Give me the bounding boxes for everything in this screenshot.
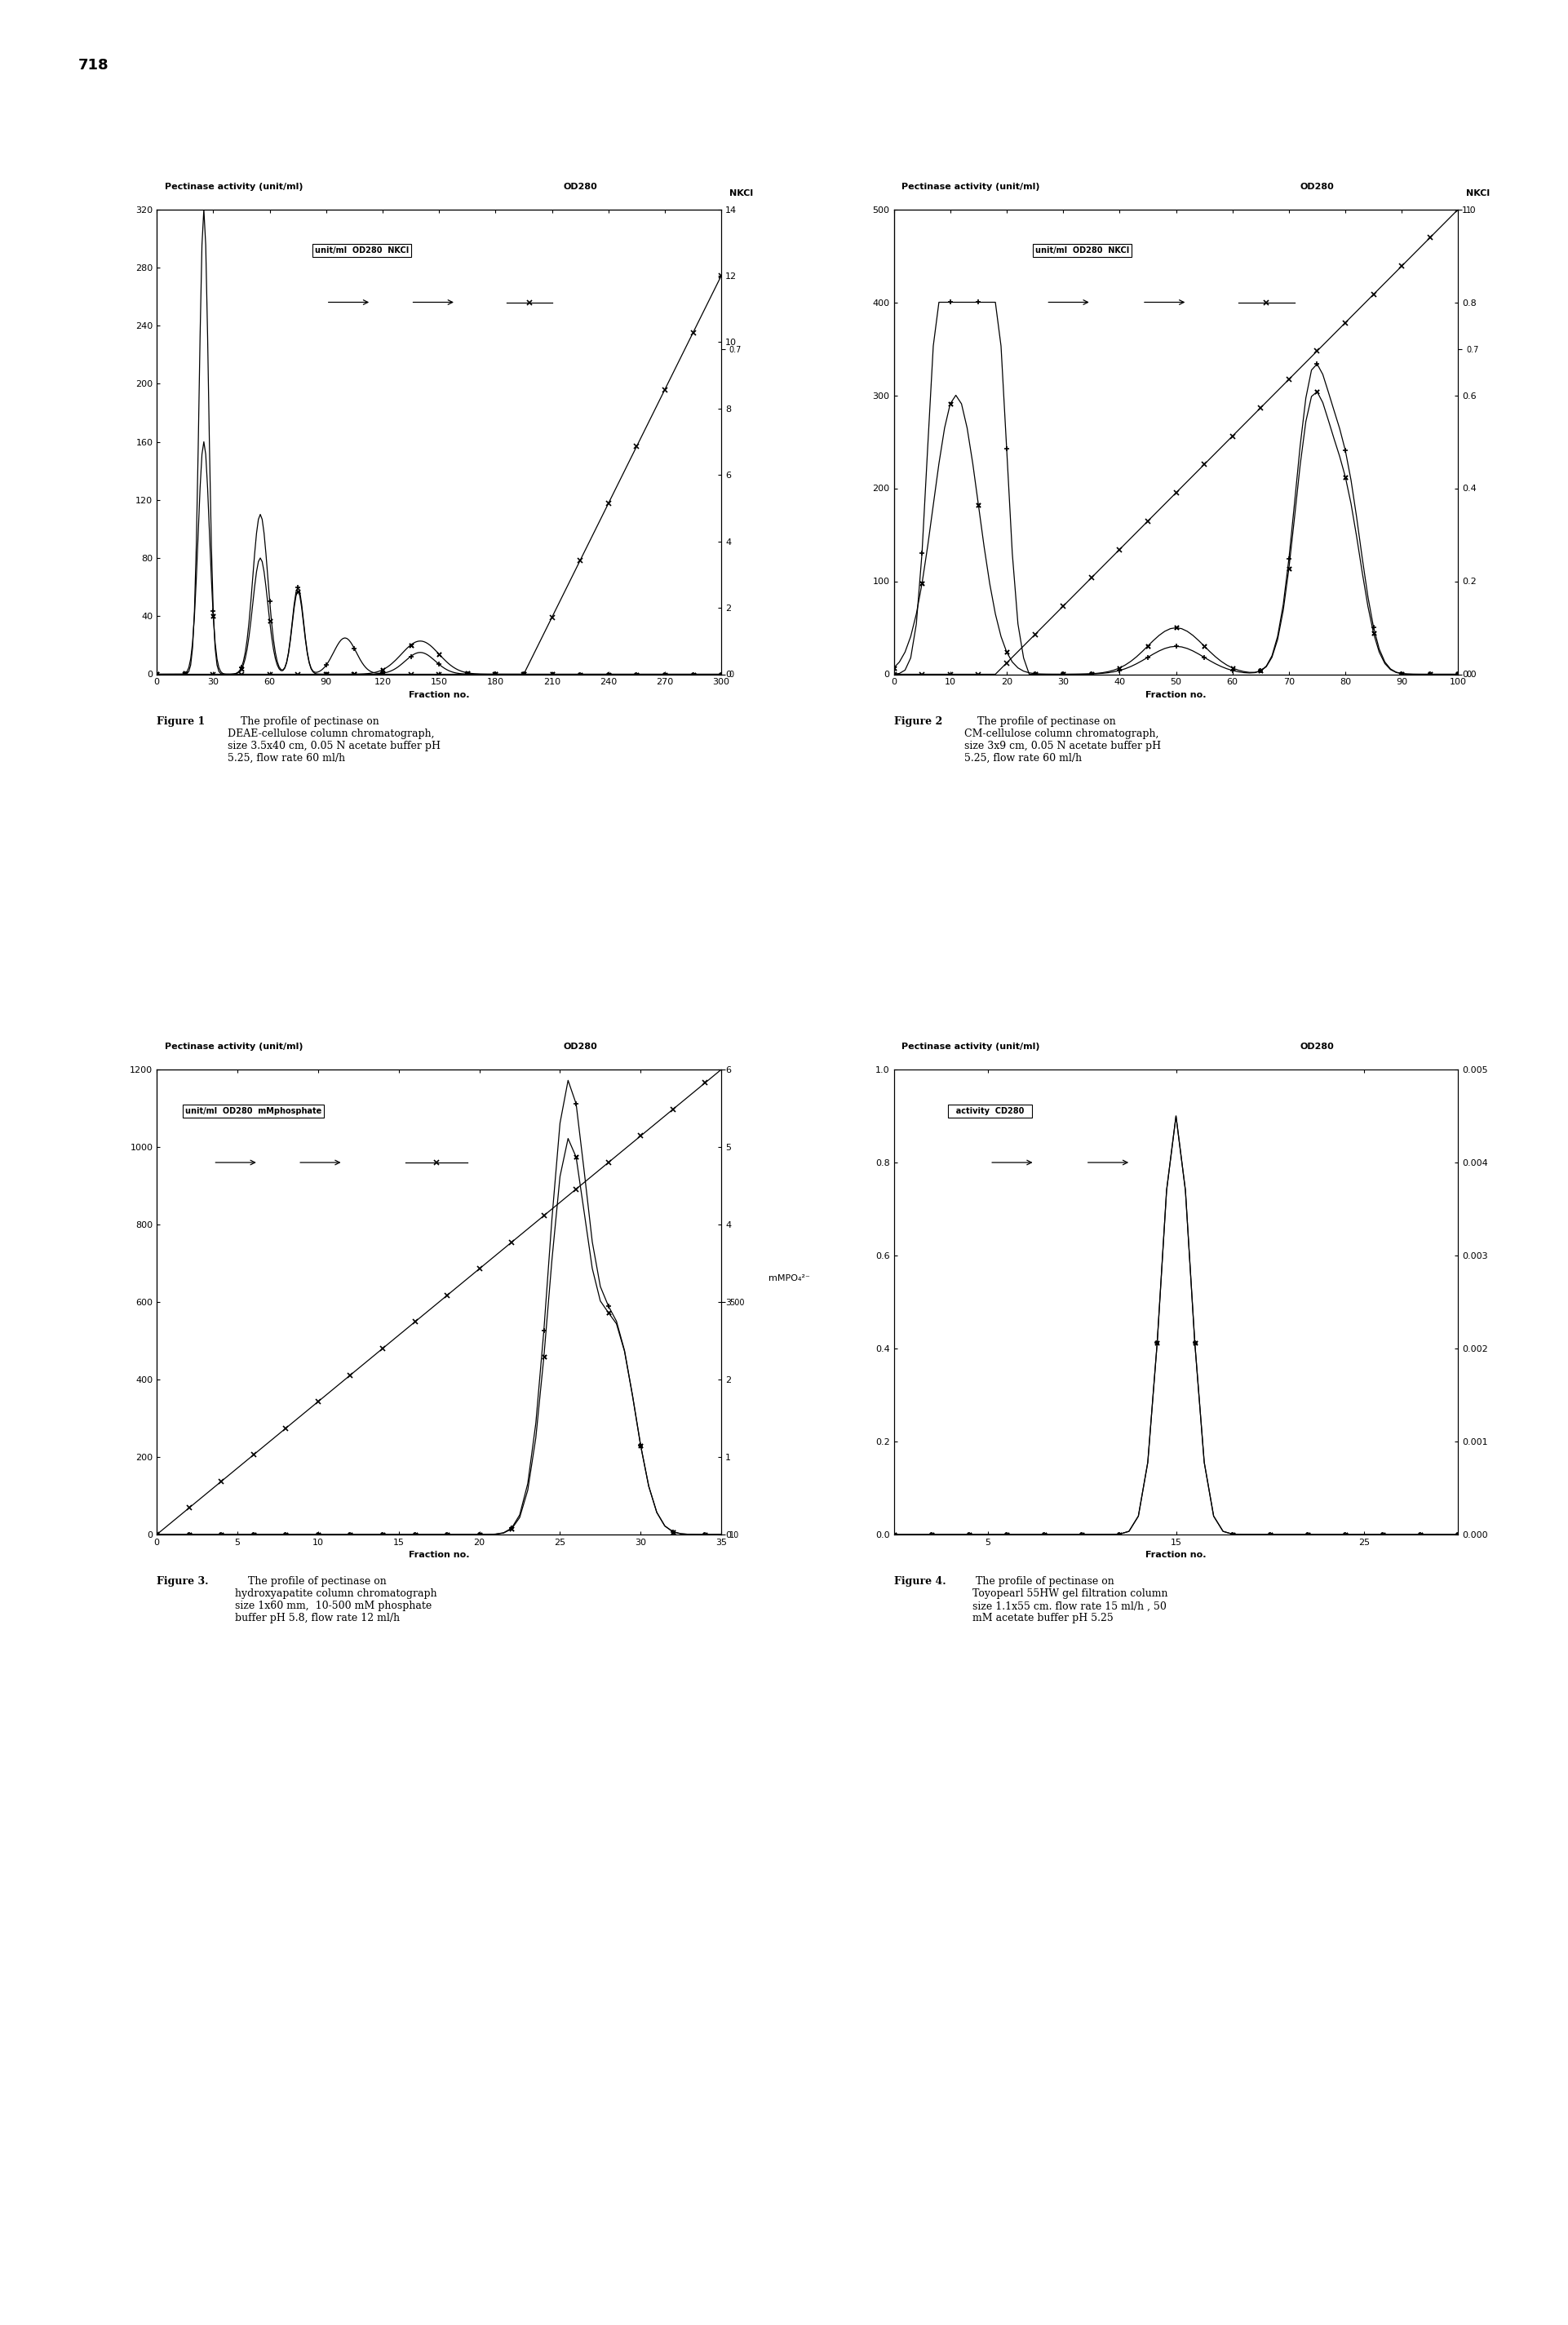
Text: Figure 4.: Figure 4. <box>894 1576 946 1588</box>
Text: OD280: OD280 <box>563 181 597 191</box>
Text: unit/ml  OD280  mMphosphate: unit/ml OD280 mMphosphate <box>185 1107 321 1116</box>
Text: unit/ml  OD280  NKCl: unit/ml OD280 NKCl <box>315 246 409 256</box>
Text: Figure 3.: Figure 3. <box>157 1576 209 1588</box>
Text: NKCl: NKCl <box>1466 188 1490 198</box>
Text: 718: 718 <box>78 58 110 72</box>
X-axis label: Fraction no.: Fraction no. <box>409 691 469 700</box>
X-axis label: Fraction no.: Fraction no. <box>1146 1551 1206 1560</box>
X-axis label: Fraction no.: Fraction no. <box>1146 691 1206 700</box>
Text: The profile of pectinase on
DEAE-cellulose column chromatograph,
size 3.5x40 cm,: The profile of pectinase on DEAE-cellulo… <box>227 716 441 763</box>
Text: OD280: OD280 <box>1300 1042 1334 1051</box>
Text: The profile of pectinase on
Toyopearl 55HW gel filtration column
size 1.1x55 cm.: The profile of pectinase on Toyopearl 55… <box>972 1576 1168 1623</box>
Text: Pectinase activity (unit/ml): Pectinase activity (unit/ml) <box>902 1042 1040 1051</box>
Text: Figure 2: Figure 2 <box>894 716 942 728</box>
Text: unit/ml  OD280  NKCl: unit/ml OD280 NKCl <box>1035 246 1129 256</box>
Text: OD280: OD280 <box>1300 181 1334 191</box>
Text: Figure 1: Figure 1 <box>157 716 205 728</box>
Text: NKCl: NKCl <box>729 188 753 198</box>
Text: activity  CD280: activity CD280 <box>950 1107 1030 1116</box>
Text: mMPO₄²⁻: mMPO₄²⁻ <box>768 1274 809 1283</box>
Text: The profile of pectinase on
CM-cellulose column chromatograph,
size 3x9 cm, 0.05: The profile of pectinase on CM-cellulose… <box>964 716 1160 763</box>
Text: Pectinase activity (unit/ml): Pectinase activity (unit/ml) <box>165 181 303 191</box>
Text: The profile of pectinase on
hydroxyapatite column chromatograph
size 1x60 mm,  1: The profile of pectinase on hydroxyapati… <box>235 1576 437 1623</box>
Text: Pectinase activity (unit/ml): Pectinase activity (unit/ml) <box>902 181 1040 191</box>
Text: Pectinase activity (unit/ml): Pectinase activity (unit/ml) <box>165 1042 303 1051</box>
Text: OD280: OD280 <box>563 1042 597 1051</box>
X-axis label: Fraction no.: Fraction no. <box>409 1551 469 1560</box>
